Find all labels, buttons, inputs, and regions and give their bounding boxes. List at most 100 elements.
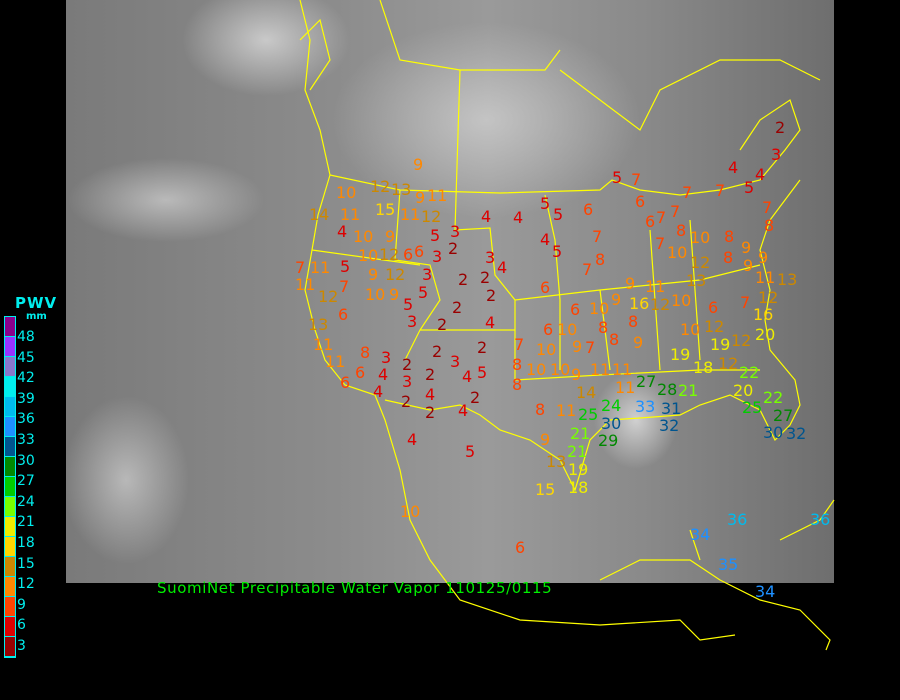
station-pwv-value: 21 xyxy=(678,381,699,400)
boundary-line xyxy=(514,194,760,381)
boundary-line xyxy=(599,559,831,651)
station-pwv-value: 12 xyxy=(318,287,339,306)
station-pwv-value: 11 xyxy=(295,275,316,294)
station-pwv-value: 4 xyxy=(373,382,384,401)
station-pwv-value: 12 xyxy=(690,253,711,272)
station-pwv-value: 2 xyxy=(425,365,436,384)
station-pwv-value: 11 xyxy=(615,378,636,397)
boundary-line xyxy=(379,0,821,131)
station-pwv-value: 7 xyxy=(670,202,681,221)
station-pwv-value: 11 xyxy=(313,335,334,354)
station-pwv-value: 12 xyxy=(650,295,671,314)
station-pwv-value: 9 xyxy=(743,256,754,275)
station-pwv-value: 8 xyxy=(360,343,371,362)
legend-label: 3 xyxy=(17,638,26,654)
station-pwv-value: 10 xyxy=(336,183,357,202)
station-pwv-value: 6 xyxy=(570,300,581,319)
station-pwv-value: 6 xyxy=(543,320,554,339)
map-caption: SuomiNet Precipitable Water Vapor 110125… xyxy=(157,579,553,597)
boundary-line xyxy=(454,69,516,380)
station-pwv-value: 32 xyxy=(659,416,680,435)
station-pwv-value: 5 xyxy=(477,363,488,382)
station-pwv-value: 5 xyxy=(430,226,441,245)
station-pwv-value: 7 xyxy=(592,227,603,246)
station-pwv-value: 3 xyxy=(485,248,496,267)
station-pwv-value: 7 xyxy=(631,170,642,189)
station-pwv-value: 9 xyxy=(625,274,636,293)
station-pwv-value: 4 xyxy=(497,258,508,277)
station-pwv-value: 11 xyxy=(755,268,776,287)
station-pwv-value: 6 xyxy=(583,200,594,219)
station-pwv-value: 13 xyxy=(546,452,567,471)
legend-swatch xyxy=(5,497,15,517)
legend-swatch xyxy=(5,437,15,457)
station-pwv-value: 12 xyxy=(704,317,725,336)
station-pwv-value: 27 xyxy=(636,372,657,391)
station-pwv-value: 9 xyxy=(611,290,622,309)
station-pwv-value: 6 xyxy=(645,212,656,231)
station-pwv-value: 19 xyxy=(568,460,589,479)
station-pwv-value: 7 xyxy=(656,208,667,227)
station-pwv-value: 34 xyxy=(690,525,711,544)
station-pwv-value: 4 xyxy=(378,365,389,384)
station-pwv-value: 8 xyxy=(609,330,620,349)
legend-swatch xyxy=(5,637,15,657)
legend-swatch xyxy=(5,357,15,377)
station-pwv-value: 2 xyxy=(470,388,481,407)
station-pwv-value: 28 xyxy=(657,380,678,399)
legend-label: 33 xyxy=(17,432,35,448)
station-pwv-value: 14 xyxy=(576,383,597,402)
station-pwv-value: 2 xyxy=(401,392,412,411)
station-pwv-value: 34 xyxy=(755,582,776,601)
station-pwv-value: 2 xyxy=(477,338,488,357)
station-pwv-value: 10 xyxy=(365,285,386,304)
station-pwv-value: 9 xyxy=(389,285,400,304)
station-pwv-value: 2 xyxy=(448,239,459,258)
station-pwv-value: 11 xyxy=(427,186,448,205)
station-pwv-value: 8 xyxy=(595,250,606,269)
station-pwv-value: 9 xyxy=(758,248,769,267)
station-pwv-value: 2 xyxy=(458,270,469,289)
legend-label: 12 xyxy=(17,576,35,593)
station-pwv-value: 9 xyxy=(415,188,426,207)
station-pwv-value: 12 xyxy=(421,207,442,226)
station-pwv-value: 3 xyxy=(422,265,433,284)
station-pwv-value: 10 xyxy=(400,502,421,521)
station-pwv-value: 4 xyxy=(425,385,436,404)
station-pwv-value: 4 xyxy=(755,165,766,184)
station-pwv-value: 10 xyxy=(671,291,692,310)
station-pwv-value: 22 xyxy=(763,388,784,407)
station-pwv-value: 16 xyxy=(753,305,774,324)
station-pwv-value: 6 xyxy=(540,278,551,297)
station-pwv-value: 4 xyxy=(458,401,469,420)
station-pwv-value: 22 xyxy=(739,363,760,382)
station-pwv-value: 4 xyxy=(485,313,496,332)
station-pwv-value: 7 xyxy=(582,260,593,279)
station-pwv-value: 27 xyxy=(773,406,794,425)
station-pwv-value: 9 xyxy=(413,155,424,174)
legend-swatch xyxy=(5,577,15,597)
legend-label: 42 xyxy=(17,370,35,387)
station-pwv-value: 11 xyxy=(340,205,361,224)
station-pwv-value: 5 xyxy=(552,242,563,261)
legend-label: 24 xyxy=(17,493,35,510)
station-pwv-value: 20 xyxy=(733,381,754,400)
legend-label: 45 xyxy=(17,349,35,366)
station-pwv-value: 2 xyxy=(432,342,443,361)
station-pwv-value: 10 xyxy=(358,246,379,265)
station-pwv-value: 12 xyxy=(718,354,739,373)
station-pwv-value: 10 xyxy=(667,243,688,262)
station-pwv-value: 8 xyxy=(724,227,735,246)
station-pwv-value: 6 xyxy=(515,538,526,557)
station-pwv-value: 10 xyxy=(690,228,711,247)
station-pwv-value: 4 xyxy=(481,207,492,226)
legend-color-bar xyxy=(4,316,16,658)
station-pwv-value: 4 xyxy=(728,158,739,177)
station-pwv-value: 12 xyxy=(731,331,752,350)
station-pwv-value: 7 xyxy=(762,198,773,217)
station-pwv-value: 8 xyxy=(723,248,734,267)
station-pwv-value: 16 xyxy=(629,294,650,313)
station-pwv-value: 25 xyxy=(742,398,763,417)
satellite-image xyxy=(66,0,834,583)
